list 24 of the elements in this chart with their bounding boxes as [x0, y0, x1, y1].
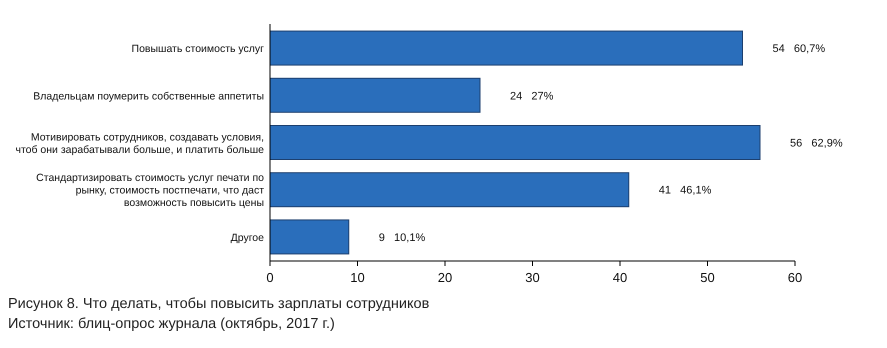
y-tick-label: Повышать стоимость услуг: [132, 43, 264, 56]
y-tick-label: Другое: [230, 232, 264, 244]
data-label: 56 62,9%: [790, 138, 843, 150]
y-tick-label: Владельцам поумерить собственные аппетиты: [33, 90, 264, 102]
data-label: 41 46,1%: [658, 184, 712, 197]
text: Источник: блиц-опрос журнала (октябрь, 2017 г.): [8, 316, 335, 332]
x-tick-label: 20: [438, 270, 452, 285]
data-label: 9 10,1%: [378, 232, 426, 244]
bar: [270, 30, 743, 66]
data-label: 54 60,7%: [772, 43, 826, 56]
x-tick-label: 10: [350, 270, 365, 285]
x-tick-label: 30: [525, 270, 540, 285]
y-tick-label: Стандартизировать стоимость услуг печати по рынку, стоимость постпечати, что даст возможность повысить цены: [36, 172, 264, 210]
text: Рисунок 8. Что делать, чтобы повысить зарплаты сотрудников: [8, 296, 430, 312]
bar: [270, 219, 350, 254]
y-tick-label: Мотивировать сотрудников, создавать условия, чтоб они зарабатывали больше, и платить больше: [15, 131, 264, 156]
bar: [270, 172, 630, 208]
bar: [270, 125, 760, 160]
x-tick-label: 50: [700, 270, 715, 285]
data-label: 24 27%: [510, 90, 554, 102]
x-tick-label: 60: [788, 270, 802, 285]
x-tick-label: 40: [612, 270, 628, 285]
bar: [270, 78, 480, 113]
x-tick-label: 0: [266, 270, 274, 285]
